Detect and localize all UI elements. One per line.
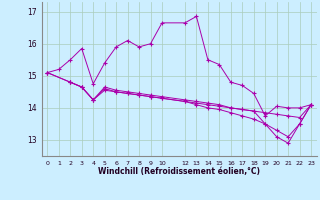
X-axis label: Windchill (Refroidissement éolien,°C): Windchill (Refroidissement éolien,°C): [98, 167, 260, 176]
